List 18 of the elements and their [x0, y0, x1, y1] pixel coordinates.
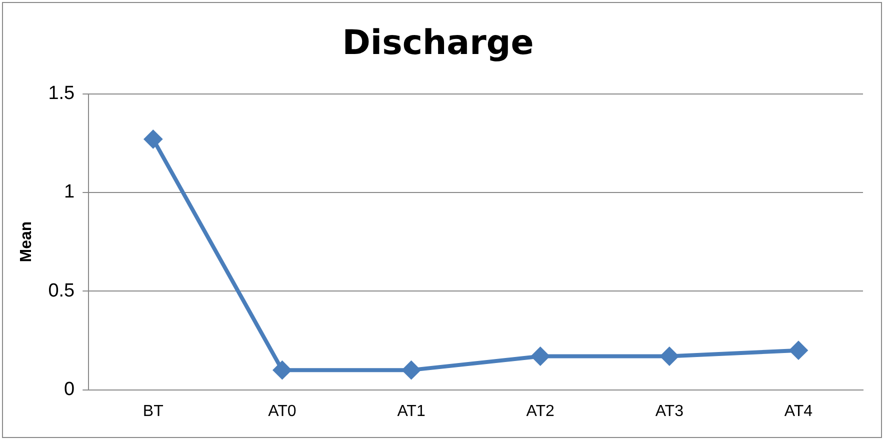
chart-title: Discharge — [342, 23, 534, 64]
x-tick-label: AT1 — [397, 402, 426, 420]
x-tick-label: AT3 — [655, 402, 684, 420]
x-tick-label: AT4 — [784, 402, 813, 420]
point — [660, 346, 679, 366]
x-tick-label: AT0 — [268, 402, 296, 420]
point — [402, 360, 421, 380]
y-axis-title: Mean — [18, 221, 36, 262]
point — [530, 346, 550, 366]
y-tick-label: 0.5 — [48, 280, 75, 302]
x-tick-label: BT — [142, 402, 164, 420]
y-tick-label: 0 — [64, 379, 75, 400]
x-tick-label: AT2 — [526, 402, 555, 420]
point — [788, 340, 808, 360]
point — [144, 130, 163, 149]
y-tick-label: 1 — [64, 182, 75, 203]
y-tick-label: 1.5 — [48, 83, 75, 104]
point — [272, 360, 292, 380]
